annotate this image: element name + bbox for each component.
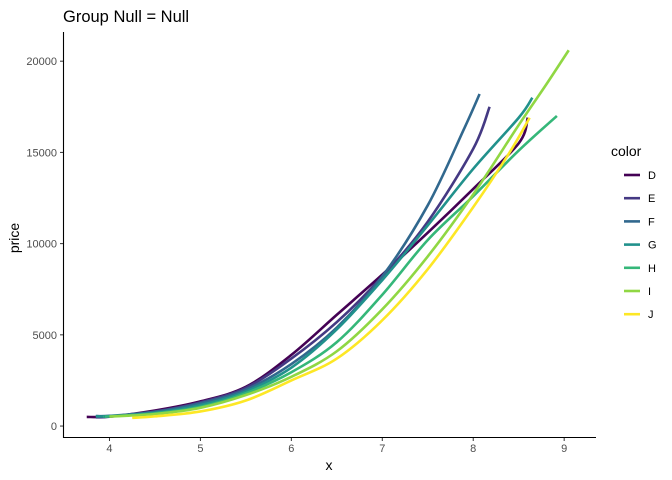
y-tick-label: 0	[51, 421, 57, 433]
legend-label-d: D	[648, 170, 656, 182]
legend-title: color	[611, 143, 642, 159]
legend-label-i: I	[648, 286, 651, 298]
y-tick-label: 5000	[33, 330, 57, 342]
x-tick-label: 4	[106, 443, 112, 455]
y-tick-label: 15000	[26, 147, 57, 159]
series-line-f	[95, 93, 481, 418]
x-tick-label: 6	[288, 443, 294, 455]
series-line-h	[103, 114, 558, 418]
x-axis: 4 5 6 7 8 9	[106, 438, 567, 455]
legend-label-e: E	[648, 193, 655, 205]
series-line-g	[95, 96, 534, 418]
y-axis-title: price	[6, 223, 22, 254]
legend-label-f: F	[648, 216, 655, 228]
legend-label-j: J	[648, 309, 654, 321]
y-axis: 0 5000 10000 15000 20000	[26, 56, 63, 433]
legend-label-g: G	[648, 240, 657, 252]
plot-area	[86, 49, 570, 420]
y-tick-label: 20000	[26, 56, 57, 68]
x-axis-title: x	[326, 457, 333, 473]
y-tick-label: 10000	[26, 239, 57, 251]
legend-label-h: H	[648, 263, 656, 275]
chart-title: Group Null = Null	[63, 8, 189, 26]
x-tick-label: 9	[561, 443, 567, 455]
x-tick-label: 5	[197, 443, 203, 455]
x-tick-label: 7	[379, 443, 385, 455]
series-line-i	[109, 49, 570, 418]
series-line-j	[132, 117, 531, 420]
x-tick-label: 8	[470, 443, 476, 455]
